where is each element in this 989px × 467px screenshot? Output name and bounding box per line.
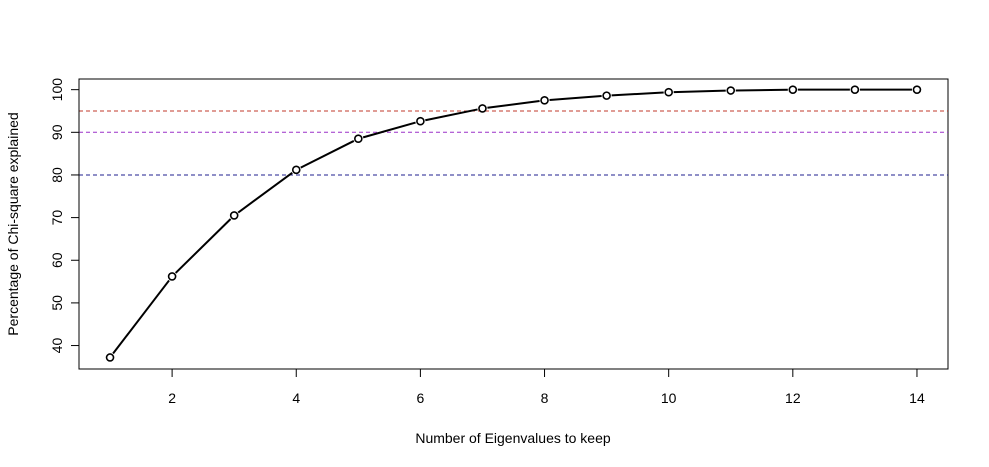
y-tick-label: 90 xyxy=(49,124,65,140)
data-point xyxy=(229,211,239,220)
x-axis-label: Number of Eigenvalues to keep xyxy=(415,430,611,446)
data-point xyxy=(167,272,177,281)
data-point xyxy=(912,85,922,94)
x-tick-label: 8 xyxy=(541,390,549,406)
data-point xyxy=(105,353,115,362)
data-point xyxy=(726,86,736,95)
data-point xyxy=(478,104,487,113)
y-axis: 40 50 60 70 80 90 100 xyxy=(49,78,80,354)
data-point xyxy=(354,134,363,144)
series-segment xyxy=(112,279,170,355)
series-segment xyxy=(425,108,478,122)
y-tick-label: 70 xyxy=(49,210,65,226)
data-point xyxy=(664,87,673,97)
y-tick-label: 60 xyxy=(49,252,65,268)
x-tick-label: 14 xyxy=(909,390,925,406)
x-axis: 2 4 6 8 10 12 14 xyxy=(168,368,925,406)
data-point xyxy=(788,85,798,94)
series-segment xyxy=(549,95,602,101)
series-segment xyxy=(362,121,416,139)
x-tick-label: 10 xyxy=(661,390,677,406)
x-tick-label: 12 xyxy=(785,390,801,406)
data-point xyxy=(416,116,425,126)
x-tick-label: 4 xyxy=(292,390,300,406)
data-point xyxy=(540,96,549,105)
x-tick-label: 2 xyxy=(168,390,176,406)
series-segment xyxy=(611,91,664,97)
data-point xyxy=(291,165,301,175)
series-segment xyxy=(673,89,726,94)
plot-frame xyxy=(78,78,949,370)
series-segment xyxy=(735,88,788,92)
y-tick-label: 40 xyxy=(49,338,65,354)
x-tick-label: 6 xyxy=(416,390,424,406)
series-segment xyxy=(487,99,540,109)
y-tick-label: 50 xyxy=(49,295,65,311)
data-point xyxy=(850,85,860,94)
series-segment xyxy=(174,218,232,274)
series xyxy=(105,85,922,362)
y-tick-label: 100 xyxy=(49,78,65,102)
data-point xyxy=(602,91,611,100)
series-segment xyxy=(300,140,355,169)
y-tick-label: 80 xyxy=(49,167,65,183)
y-axis-label: Percentage of Chi-square explained xyxy=(5,112,21,335)
reference-lines xyxy=(79,110,948,176)
series-segment xyxy=(237,171,293,214)
